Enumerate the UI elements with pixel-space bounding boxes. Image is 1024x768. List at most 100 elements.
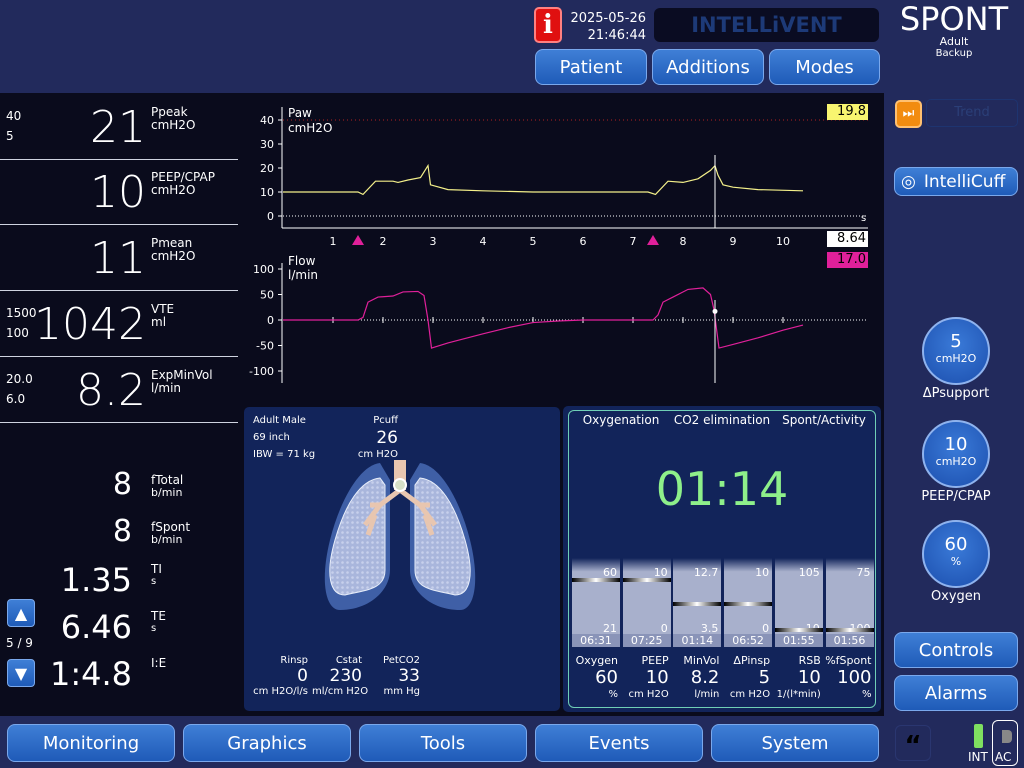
dynamic-lung-panel[interactable] — [244, 407, 560, 711]
battery-icon — [974, 724, 983, 748]
param-unit: s — [151, 623, 157, 634]
alarm-limit-high: 20.0 — [6, 372, 33, 386]
trend-button[interactable]: Trend — [926, 99, 1018, 127]
column-name: ΔPinsp — [733, 654, 771, 667]
x-tick-label: 2 — [380, 235, 387, 248]
param-unit: cmH2O — [151, 183, 196, 197]
secondary-param[interactable]: 8 fSpont b/min — [0, 514, 238, 554]
tab-tools[interactable]: Tools — [359, 724, 527, 762]
current-value-marker — [774, 627, 823, 632]
x-tick-label: 5 — [530, 235, 537, 248]
range-top: 12.7 — [693, 566, 719, 579]
info-button[interactable]: i — [534, 7, 562, 43]
param-row[interactable]: 11 Pmean cmH2O — [0, 226, 238, 291]
secondary-param[interactable]: 6.46 TE s — [0, 608, 238, 648]
current-value-marker — [572, 578, 620, 582]
target-range-bar — [825, 558, 874, 634]
plug-icon — [1002, 730, 1012, 743]
intellivent-column[interactable]: 12.7 3.5 01:14 MinVol 8.2 l/min — [673, 428, 722, 708]
paw-unit: cmH2O — [288, 121, 333, 135]
knob-value: 10 — [944, 434, 968, 455]
current-value-marker — [724, 602, 773, 606]
alarms-button[interactable]: Alarms — [894, 675, 1018, 711]
tab-events[interactable]: Events — [535, 724, 703, 762]
x-tick-label: 6 — [580, 235, 587, 248]
knob-unit: cmH2O — [935, 455, 977, 468]
alarm-limit-low: 100 — [6, 326, 29, 340]
column-unit: % — [608, 689, 618, 700]
battery-label: INT — [968, 750, 988, 764]
scroll-down-button[interactable]: ▼ — [7, 659, 35, 687]
lung-param-name: Cstat — [335, 655, 362, 666]
additions-button[interactable]: Additions — [652, 49, 764, 85]
intellicuff-button[interactable]: ◎ IntelliCuff — [894, 167, 1018, 196]
column-value: 10 — [645, 667, 669, 688]
tab-monitoring[interactable]: Monitoring — [7, 724, 175, 762]
param-unit: ml — [151, 315, 167, 329]
param-row[interactable]: 40 5 21 Ppeak cmH2O — [0, 95, 238, 160]
adjust-time: 01:55 — [774, 634, 823, 647]
column-value: 5 — [758, 667, 771, 688]
secondary-param[interactable]: 1:4.8 I:E — [0, 655, 238, 695]
flow-y-tick-label: -50 — [256, 340, 274, 353]
x-tick-label: 7 — [630, 235, 637, 248]
knob-label: Oxygen — [930, 589, 982, 604]
trigger-marker — [352, 235, 364, 245]
knob-label: PEEP/CPAP — [921, 489, 991, 504]
page-indicator: 5 / 9 — [6, 636, 33, 650]
lock-quote-icon[interactable]: “ — [895, 725, 931, 761]
x-tick-label: 10 — [776, 235, 790, 248]
secondary-param[interactable]: 8 fTotal b/min — [0, 467, 238, 507]
lung-param-name: PetCO2 — [383, 655, 420, 666]
control-knob[interactable]: 10 cmH2O — [922, 420, 990, 488]
tab-graphics[interactable]: Graphics — [183, 724, 351, 762]
intellivent-column[interactable]: 75 100 01:56 %fSpont 100 % — [825, 428, 874, 708]
knob-value: 60 — [944, 534, 968, 555]
scroll-up-button[interactable]: ▲ — [7, 599, 35, 627]
patient-button[interactable]: Patient — [535, 49, 647, 85]
paw-y-tick-label: 40 — [260, 114, 274, 127]
param-unit: cmH2O — [151, 118, 196, 132]
param-row[interactable]: 1500 100 1042 VTE ml — [0, 292, 238, 357]
modes-button[interactable]: Modes — [769, 49, 880, 85]
adjust-time: 01:14 — [673, 634, 722, 647]
freeze-icon[interactable]: ⏭ — [895, 100, 922, 128]
date: 2025-05-26 — [570, 11, 646, 26]
controls-button[interactable]: Controls — [894, 632, 1018, 668]
flow-cursor-value: 17.0 — [827, 252, 868, 268]
control-knob[interactable]: 5 cmH2O — [922, 317, 990, 385]
intellivent-logo: INTELLiVENT — [654, 8, 879, 42]
flow-y-tick-label: -100 — [249, 365, 274, 378]
column-name: MinVol — [683, 654, 720, 667]
x-tick-label: 3 — [430, 235, 437, 248]
range-bottom: 0 — [762, 622, 770, 635]
range-top: 10 — [755, 566, 770, 579]
range-top: 75 — [856, 566, 871, 579]
intellivent-column[interactable]: 10 0 07:25 PEEP 10 cm H2O — [622, 428, 671, 708]
tab-system[interactable]: System — [711, 724, 879, 762]
range-bottom: 21 — [603, 622, 617, 635]
target-range-bar — [774, 558, 823, 634]
mode-name[interactable]: SPONT — [899, 0, 1009, 38]
target-range-bar — [572, 558, 620, 634]
lung-param-value: 0 — [297, 666, 308, 686]
intellivent-column[interactable]: 105 10 01:55 RSB 10 1/(l*min) — [774, 428, 823, 708]
param-name: TE — [151, 609, 166, 623]
param-row[interactable]: 10 PEEP/CPAP cmH2O — [0, 160, 238, 225]
column-name: RSB — [798, 654, 821, 667]
group-spont-activity: Spont/Activity — [782, 413, 866, 427]
param-unit: cmH2O — [151, 249, 196, 263]
intellivent-column[interactable]: 60 21 06:31 Oxygen 60 % — [572, 428, 620, 708]
ac-label: AC — [995, 750, 1012, 764]
param-row[interactable]: 20.0 6.0 8.2 ExpMinVol l/min — [0, 358, 238, 423]
cursor-point — [712, 308, 718, 314]
control-knob[interactable]: 60 % — [922, 520, 990, 588]
paw-curve — [283, 163, 804, 196]
param-unit: l/min — [151, 381, 182, 395]
secondary-param[interactable]: 1.35 TI s — [0, 561, 238, 601]
intellivent-column[interactable]: 10 0 06:52 ΔPinsp 5 cm H2O — [724, 428, 773, 708]
column-value: 60 — [595, 667, 618, 688]
param-unit: b/min — [151, 533, 183, 546]
adjust-time: 01:56 — [825, 634, 874, 647]
